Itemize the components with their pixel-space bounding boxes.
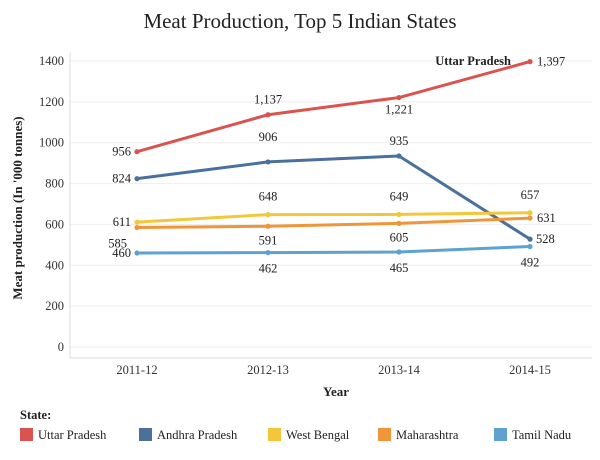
data-point xyxy=(134,224,140,231)
legend-swatch xyxy=(139,428,152,441)
x-tick-label: 2011-12 xyxy=(116,363,157,377)
data-label: 462 xyxy=(259,262,278,276)
series-annotation: Uttar Pradesh xyxy=(435,54,511,68)
legend-swatch xyxy=(494,428,507,441)
data-label: 465 xyxy=(390,261,409,275)
data-label: 649 xyxy=(390,189,409,203)
data-label: 956 xyxy=(112,145,131,159)
data-point xyxy=(265,112,271,118)
data-point xyxy=(134,250,140,256)
data-point xyxy=(134,149,140,155)
data-point xyxy=(265,223,271,229)
y-tick-label: 200 xyxy=(45,299,64,313)
x-tick-label: 2013-14 xyxy=(378,363,420,377)
legend-label: Uttar Pradesh xyxy=(38,428,107,442)
data-point xyxy=(265,250,271,256)
data-label: 1,137 xyxy=(254,93,282,107)
legend-label: Maharashtra xyxy=(396,428,459,442)
data-label: 1,397 xyxy=(537,55,565,69)
grid xyxy=(69,52,592,359)
series-line xyxy=(135,244,532,255)
data-label: 585 xyxy=(108,236,127,250)
data-point xyxy=(265,159,271,165)
data-label: 492 xyxy=(521,255,540,269)
legend: Uttar Pradesh Andhra Pradesh West Bengal Ma… xyxy=(20,428,572,442)
x-tick-label: 2014-15 xyxy=(509,363,551,377)
data-label: 605 xyxy=(390,230,409,244)
data-point xyxy=(134,219,140,225)
series-lines xyxy=(135,60,532,255)
data-label: 460 xyxy=(112,246,131,260)
y-tick-label: 1200 xyxy=(39,95,64,109)
y-tick-label: 600 xyxy=(45,217,64,231)
x-axis-label: Year xyxy=(323,384,349,399)
y-axis-label: Meat production (In '000 tonnes) xyxy=(10,116,25,299)
data-label: 935 xyxy=(390,134,409,148)
data-label: 906 xyxy=(259,130,278,144)
legend-swatch xyxy=(20,428,33,441)
chart-title: Meat Production, Top 5 Indian States xyxy=(143,9,456,33)
data-point xyxy=(396,153,402,159)
series-line xyxy=(135,216,532,229)
data-point xyxy=(527,210,533,216)
y-tick-label: 1400 xyxy=(39,54,64,68)
data-label: 657 xyxy=(521,188,540,202)
data-point xyxy=(527,59,533,65)
legend-title: State: xyxy=(20,408,51,422)
y-tick-label: 1000 xyxy=(39,136,64,150)
series-line xyxy=(135,60,532,154)
series-points xyxy=(134,59,533,256)
data-point xyxy=(265,212,271,218)
legend-label: Andhra Pradesh xyxy=(157,428,238,442)
data-point xyxy=(527,236,533,242)
legend-swatch xyxy=(378,428,391,441)
y-tick-label: 0 xyxy=(58,340,64,354)
data-point xyxy=(527,243,533,250)
data-point xyxy=(527,215,533,221)
data-labels: 956 1,137 1,221 1,397 824 906 935 528 611 648 649 6… xyxy=(108,55,565,276)
legend-swatch xyxy=(268,428,281,441)
y-axis-ticks: 0 200 400 600 800 1000 1200 1400 xyxy=(39,54,64,354)
y-tick-label: 800 xyxy=(45,177,64,191)
data-point xyxy=(396,94,402,101)
data-label: 528 xyxy=(536,232,555,246)
data-label: 1,221 xyxy=(385,103,413,117)
data-point xyxy=(396,249,402,255)
y-tick-label: 400 xyxy=(45,258,64,272)
series-line xyxy=(135,154,532,241)
data-point xyxy=(396,211,402,218)
data-label: 648 xyxy=(259,190,278,204)
data-label: 824 xyxy=(112,172,132,186)
series-line xyxy=(135,211,532,224)
legend-label: Tamil Nadu xyxy=(512,428,572,442)
data-label: 611 xyxy=(113,215,131,229)
legend-label: West Bengal xyxy=(286,428,350,442)
x-axis-ticks: 2011-12 2012-13 2013-14 2014-15 xyxy=(116,363,550,377)
x-tick-label: 2012-13 xyxy=(247,363,289,377)
data-label: 631 xyxy=(537,211,556,225)
data-point xyxy=(134,176,140,182)
data-point xyxy=(396,220,402,227)
data-label: 591 xyxy=(259,233,278,247)
